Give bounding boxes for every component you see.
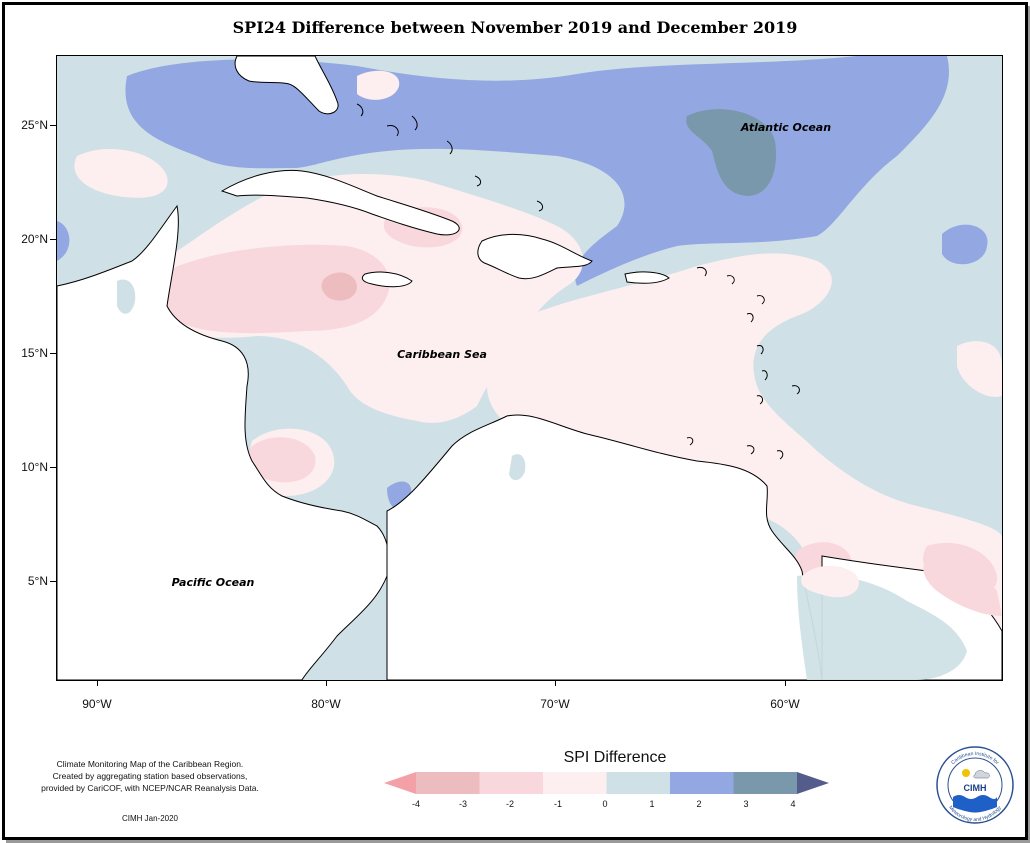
legend-label: 0 <box>602 799 608 809</box>
credit-line: Created by aggregating station based obs… <box>52 771 248 781</box>
spi-positive-zone <box>509 454 526 481</box>
legend-label: 1 <box>649 799 655 809</box>
credit-line: Climate Monitoring Map of the Caribbean … <box>56 759 244 769</box>
spi-positive-zone <box>117 279 136 314</box>
color-legend <box>384 772 829 794</box>
spi-negative-zone <box>74 148 168 198</box>
legend-swatch <box>416 772 480 794</box>
spi-strong-positive-zone <box>686 109 777 196</box>
jamaica-land <box>361 271 413 288</box>
lat-label: 10°N <box>21 460 48 474</box>
spi-positive-zone <box>942 224 988 265</box>
lat-label: 25°N <box>21 118 48 132</box>
caribbean-sea-label: Caribbean Sea <box>397 348 487 361</box>
spi-strong-negative-zone <box>321 272 357 301</box>
cloud-icon <box>973 770 990 779</box>
puerto-rico-land <box>624 271 670 284</box>
lat-tick <box>50 125 56 126</box>
map-panel: Atlantic Ocean Caribbean Sea Pacific Oce… <box>56 55 1003 681</box>
lat-tick <box>50 353 56 354</box>
lon-label: 70°W <box>540 697 570 711</box>
legend-swatch-arrow-right <box>797 772 829 794</box>
legend-swatch <box>479 772 544 794</box>
credit-line: provided by CariCOF, with NCEP/NCAR Rean… <box>41 783 259 793</box>
lon-tick <box>97 680 98 686</box>
pacific-ocean-label: Pacific Ocean <box>172 576 255 589</box>
lon-label: 60°W <box>770 697 800 711</box>
legend-label: -1 <box>553 799 562 809</box>
spi-moderate-negative-zone <box>158 244 390 334</box>
lat-label: 20°N <box>21 232 48 246</box>
legend-labels: -4 -3 -2 -1 0 1 2 3 4 <box>384 799 829 813</box>
south-america-land <box>386 414 823 680</box>
legend-label: 3 <box>743 799 749 809</box>
legend-label: 4 <box>790 799 796 809</box>
spi-negative-zone <box>357 70 400 100</box>
spi-positive-zone <box>57 221 70 261</box>
legend-label: -4 <box>411 799 420 809</box>
lon-label: 80°W <box>311 697 341 711</box>
lat-tick <box>50 239 56 240</box>
lat-tick <box>50 581 56 582</box>
lon-tick <box>785 680 786 686</box>
atlantic-ocean-label: Atlantic Ocean <box>740 121 831 134</box>
credit-text: Climate Monitoring Map of the Caribbean … <box>25 758 275 794</box>
central-america-land <box>57 204 390 680</box>
spi-moderate-negative-zone <box>923 560 1002 616</box>
lat-tick <box>50 467 56 468</box>
legend-swatch <box>733 772 798 794</box>
legend-swatch <box>606 772 671 794</box>
lat-label: 5°N <box>27 574 48 588</box>
legend-label: 2 <box>696 799 702 809</box>
lon-tick <box>555 680 556 686</box>
legend-title: SPI Difference <box>563 749 667 766</box>
spi-moderate-negative-zone <box>801 565 859 598</box>
lat-label: 15°N <box>21 346 48 360</box>
wave-icon <box>953 795 997 812</box>
logo-text: CIMH <box>964 783 987 793</box>
cuba-land <box>220 169 460 236</box>
legend-label: -2 <box>505 799 514 809</box>
legend-swatch <box>543 772 607 794</box>
map-title: SPI24 Difference between November 2019 a… <box>232 18 798 37</box>
spi-negative-zone <box>957 341 1002 397</box>
cimh-logo: CIMH Caribbean Institute for Meteorology… <box>936 746 1014 824</box>
lon-tick <box>326 680 327 686</box>
florida-land <box>234 56 339 115</box>
sun-icon <box>962 769 970 777</box>
map-canvas: Atlantic Ocean Caribbean Sea Pacific Oce… <box>57 56 1002 680</box>
legend-swatch <box>670 772 734 794</box>
legend-swatch-arrow-left <box>384 772 416 794</box>
spi-positive-zone <box>797 574 967 680</box>
legend-label: -3 <box>458 799 467 809</box>
credit-footer: CIMH Jan-2020 <box>121 814 179 823</box>
lon-label: 90°W <box>82 697 112 711</box>
small-islands <box>356 103 800 460</box>
hispaniola-land <box>477 233 593 280</box>
spi-moderate-negative-zone <box>248 437 316 483</box>
